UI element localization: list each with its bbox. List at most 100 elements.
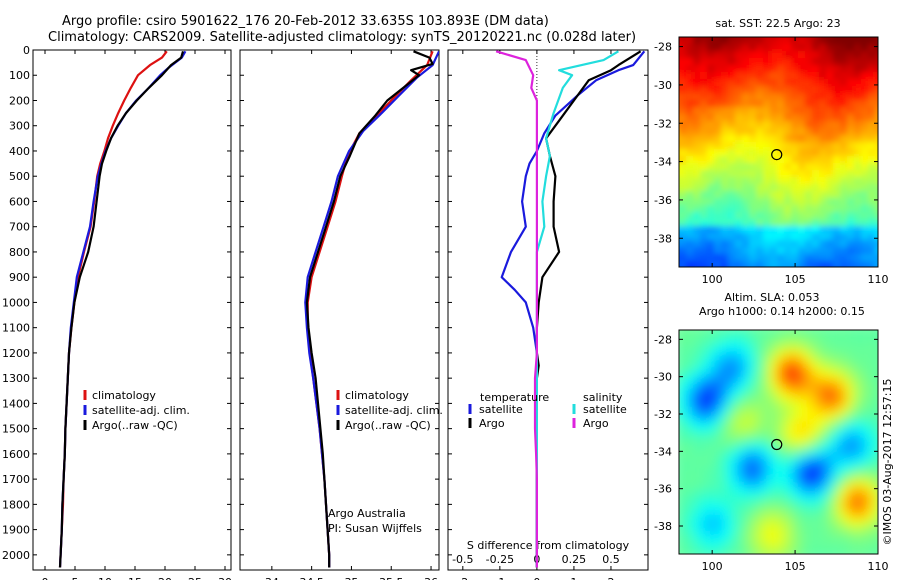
map-cell <box>749 156 757 164</box>
map-cell <box>798 37 806 45</box>
map-cell <box>805 233 813 241</box>
map-cell <box>812 463 820 471</box>
legend-label: satellite <box>479 403 523 416</box>
map-cell <box>679 212 687 220</box>
map-cell <box>756 114 764 122</box>
map-cell <box>707 219 715 227</box>
map-cell <box>840 44 848 52</box>
map-cell <box>875 463 878 471</box>
map-cell <box>812 100 820 108</box>
map-cell <box>714 533 722 541</box>
map-cell <box>728 414 736 422</box>
map-cell <box>735 142 743 150</box>
map-cell <box>784 163 792 171</box>
map-cell <box>756 533 764 541</box>
map-cell <box>756 372 764 380</box>
map-cell <box>686 477 694 485</box>
map-cell <box>833 170 841 178</box>
map-cell <box>847 379 855 387</box>
map-cell <box>875 156 878 164</box>
map-cell <box>833 512 841 520</box>
map-cell <box>833 163 841 171</box>
map-cell <box>693 156 701 164</box>
map-cell <box>819 100 827 108</box>
map-cell <box>735 37 743 45</box>
map-cell <box>819 233 827 241</box>
map-cell <box>763 233 771 241</box>
map-cell <box>749 379 757 387</box>
map-cell <box>763 86 771 94</box>
map-cell <box>707 365 715 373</box>
map-cell <box>693 72 701 80</box>
map-cell <box>707 44 715 52</box>
map-cell <box>805 135 813 143</box>
map-cell <box>714 386 722 394</box>
map-cell <box>868 247 876 255</box>
map-cell <box>686 547 694 554</box>
map-cell <box>812 268 820 276</box>
map-cell <box>749 533 757 541</box>
map-cell <box>875 198 878 206</box>
map-cell <box>875 498 878 506</box>
map-cell <box>868 114 876 122</box>
map-cell <box>756 261 764 267</box>
map-cell <box>861 351 869 359</box>
map-cell <box>735 205 743 213</box>
map-cell <box>784 219 792 227</box>
map-cell <box>728 526 736 534</box>
map-cell <box>686 114 694 122</box>
map-cell <box>882 114 890 122</box>
map-cell <box>721 393 729 401</box>
map-cell <box>686 463 694 471</box>
map-cell <box>756 344 764 352</box>
map-cell <box>770 484 778 492</box>
map-cell <box>770 519 778 527</box>
map-cell <box>742 65 750 73</box>
map-cell <box>777 386 785 394</box>
map-cell <box>784 198 792 206</box>
map-cell <box>763 428 771 436</box>
map-cell <box>861 519 869 527</box>
map-cell <box>875 254 878 262</box>
map-cell <box>833 198 841 206</box>
map-cell <box>728 142 736 150</box>
map-cell <box>861 247 869 255</box>
map-cell <box>826 198 834 206</box>
map-cell <box>868 128 876 136</box>
map-cell <box>707 526 715 534</box>
map-cell <box>840 554 848 562</box>
map-cell <box>826 421 834 429</box>
map-cell <box>749 128 757 136</box>
map-cell <box>714 477 722 485</box>
map-cell <box>805 533 813 541</box>
map-cell <box>798 72 806 80</box>
map-cell <box>791 79 799 87</box>
map-cell <box>798 170 806 178</box>
map-cell <box>714 212 722 220</box>
map-cell <box>805 372 813 380</box>
map-cell <box>735 198 743 206</box>
map-cell <box>700 44 708 52</box>
map-cell <box>805 191 813 199</box>
map-cell <box>812 533 820 541</box>
map-cell <box>812 421 820 429</box>
map-cell <box>742 37 750 45</box>
map-cell <box>693 540 701 548</box>
map-cell <box>714 177 722 185</box>
map-cell <box>798 421 806 429</box>
map-cell <box>777 526 785 534</box>
map-cell <box>805 184 813 192</box>
top-tick-label: 0.5 <box>602 553 620 566</box>
map-cell <box>742 449 750 457</box>
map-cell <box>693 554 701 562</box>
map-cell <box>721 442 729 450</box>
map-cell <box>791 407 799 415</box>
map-cell <box>805 142 813 150</box>
map-cell <box>882 337 890 345</box>
map-cell <box>868 407 876 415</box>
map-cell <box>770 156 778 164</box>
map-cell <box>819 107 827 115</box>
map-cell <box>693 379 701 387</box>
map-cell <box>749 51 757 59</box>
map-cell <box>721 247 729 255</box>
